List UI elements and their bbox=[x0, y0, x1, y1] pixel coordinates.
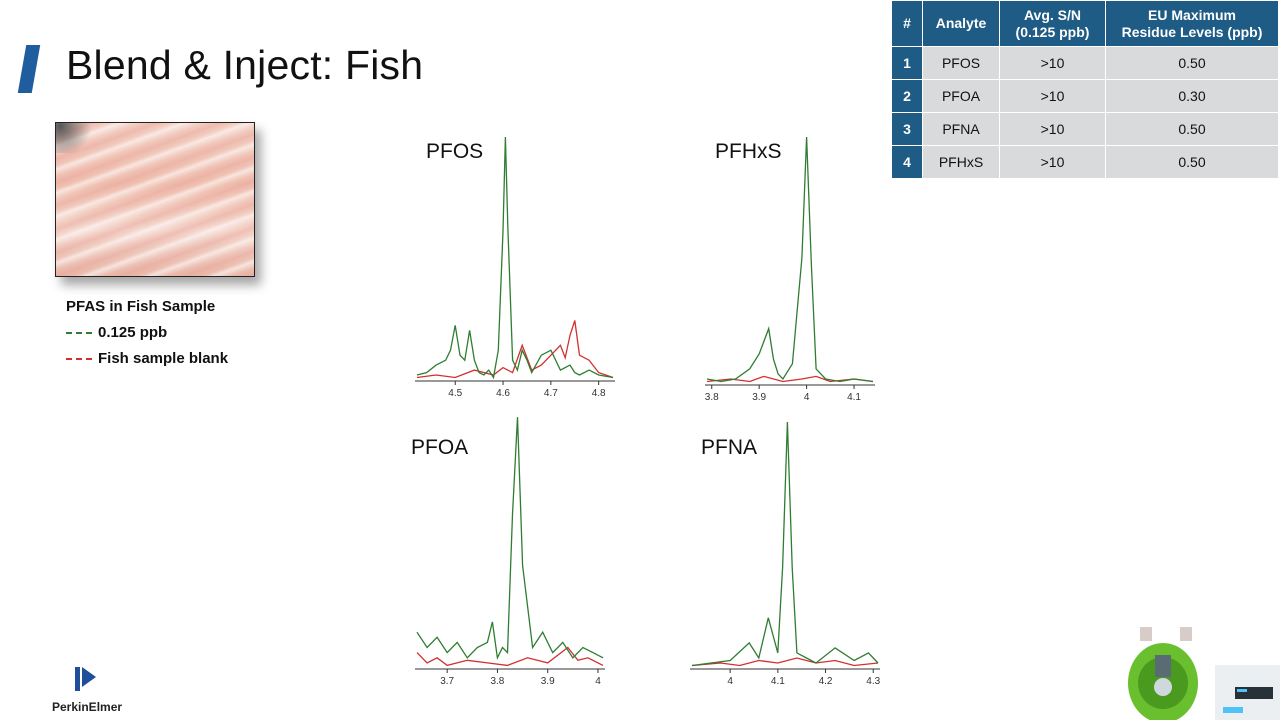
x-tick-label: 3.9 bbox=[752, 392, 766, 403]
x-tick-label: 4 bbox=[595, 676, 601, 687]
x-tick-label: 4 bbox=[727, 676, 733, 687]
x-tick-label: 3.7 bbox=[440, 676, 454, 687]
table-row: 2 PFOA >10 0.30 bbox=[891, 79, 1279, 113]
chart-title-pfna: PFNA bbox=[701, 436, 758, 459]
x-tick-label: 4.8 bbox=[592, 388, 606, 399]
series-line-blank bbox=[691, 657, 879, 667]
series-line-sample bbox=[416, 417, 604, 660]
legend-swatch-blank bbox=[66, 357, 92, 360]
chart-title-pfhxs: PFHxS bbox=[715, 140, 782, 163]
chart-pfoa: 3.7 3.8 3.9 4 bbox=[415, 417, 605, 687]
row-sn: >10 bbox=[999, 46, 1106, 80]
row-analyte: PFOA bbox=[922, 79, 1000, 113]
series-line-blank bbox=[416, 320, 614, 379]
col-header-sn: Avg. S/N (0.125 ppb) bbox=[999, 0, 1106, 47]
row-num: 3 bbox=[891, 112, 923, 146]
table-row: 4 PFHxS >10 0.50 bbox=[891, 145, 1279, 179]
chart-pfos: 4.5 4.6 4.7 4.8 bbox=[415, 136, 615, 399]
series-line-blank bbox=[416, 646, 604, 667]
table-row: 1 PFOS >10 0.50 bbox=[891, 46, 1279, 80]
x-tick-label: 4.3 bbox=[866, 676, 880, 687]
perkinelmer-logo: PerkinElmer bbox=[52, 665, 122, 714]
legend-item-sample: 0.125 ppb bbox=[66, 324, 228, 341]
col-header-mrl: EU Maximum Residue Levels (ppb) bbox=[1105, 0, 1279, 47]
series-line-sample bbox=[416, 136, 614, 380]
x-tick-label: 4.1 bbox=[771, 676, 785, 687]
row-mrl: 0.30 bbox=[1105, 79, 1279, 113]
x-tick-label: 4.2 bbox=[819, 676, 833, 687]
row-sn: >10 bbox=[999, 79, 1106, 113]
legend-item-blank: Fish sample blank bbox=[66, 350, 228, 367]
logo-text: PerkinElmer bbox=[52, 700, 123, 714]
legend-label-blank: Fish sample blank bbox=[98, 350, 229, 367]
chart-title-pfos: PFOS bbox=[426, 140, 484, 163]
row-num: 1 bbox=[891, 46, 923, 80]
row-num: 4 bbox=[891, 145, 923, 179]
row-mrl: 0.50 bbox=[1105, 145, 1279, 179]
chart-pfna: 4 4.1 4.2 4.3 bbox=[690, 421, 880, 687]
legend-swatch-sample bbox=[66, 331, 92, 334]
chart-pfhxs: 3.8 3.9 4 4.1 bbox=[705, 136, 875, 403]
row-sn: >10 bbox=[999, 112, 1106, 146]
x-tick-label: 4.5 bbox=[448, 388, 462, 399]
legend-label-sample: 0.125 ppb bbox=[98, 324, 168, 341]
photo-shadow bbox=[56, 123, 96, 153]
row-analyte: PFHxS bbox=[922, 145, 1000, 179]
col-header-num: # bbox=[891, 0, 923, 47]
x-tick-label: 3.9 bbox=[541, 676, 555, 687]
row-mrl: 0.50 bbox=[1105, 46, 1279, 80]
table-row: 3 PFNA >10 0.50 bbox=[891, 112, 1279, 146]
instrument-image bbox=[1128, 627, 1280, 720]
x-tick-label: 4.6 bbox=[496, 388, 510, 399]
fish-sample-photo bbox=[55, 122, 255, 277]
x-tick-label: 4.1 bbox=[847, 392, 861, 403]
x-tick-label: 3.8 bbox=[490, 676, 504, 687]
col-header-analyte: Analyte bbox=[922, 0, 1000, 47]
row-sn: >10 bbox=[999, 145, 1106, 179]
slide-title: Blend & Inject: Fish bbox=[66, 42, 424, 88]
x-tick-label: 4 bbox=[804, 392, 810, 403]
row-analyte: PFOS bbox=[922, 46, 1000, 80]
legend-title: PFAS in Fish Sample bbox=[66, 298, 216, 315]
logo-mark-icon bbox=[75, 667, 96, 691]
row-analyte: PFNA bbox=[922, 112, 1000, 146]
row-mrl: 0.50 bbox=[1105, 112, 1279, 146]
x-tick-label: 3.8 bbox=[705, 392, 719, 403]
series-line-sample bbox=[706, 136, 874, 383]
x-tick-label: 4.7 bbox=[544, 388, 558, 399]
chart-title-pfoa: PFOA bbox=[411, 436, 469, 459]
title-accent-bar bbox=[17, 45, 41, 93]
table-header-row: # Analyte Avg. S/N (0.125 ppb) EU Maximu… bbox=[891, 0, 1279, 47]
series-line-sample bbox=[691, 421, 879, 667]
series-line-blank bbox=[706, 375, 874, 383]
results-table: # Analyte Avg. S/N (0.125 ppb) EU Maximu… bbox=[891, 0, 1279, 179]
row-num: 2 bbox=[891, 79, 923, 113]
legend: PFAS in Fish Sample 0.125 ppb Fish sampl… bbox=[66, 298, 228, 367]
